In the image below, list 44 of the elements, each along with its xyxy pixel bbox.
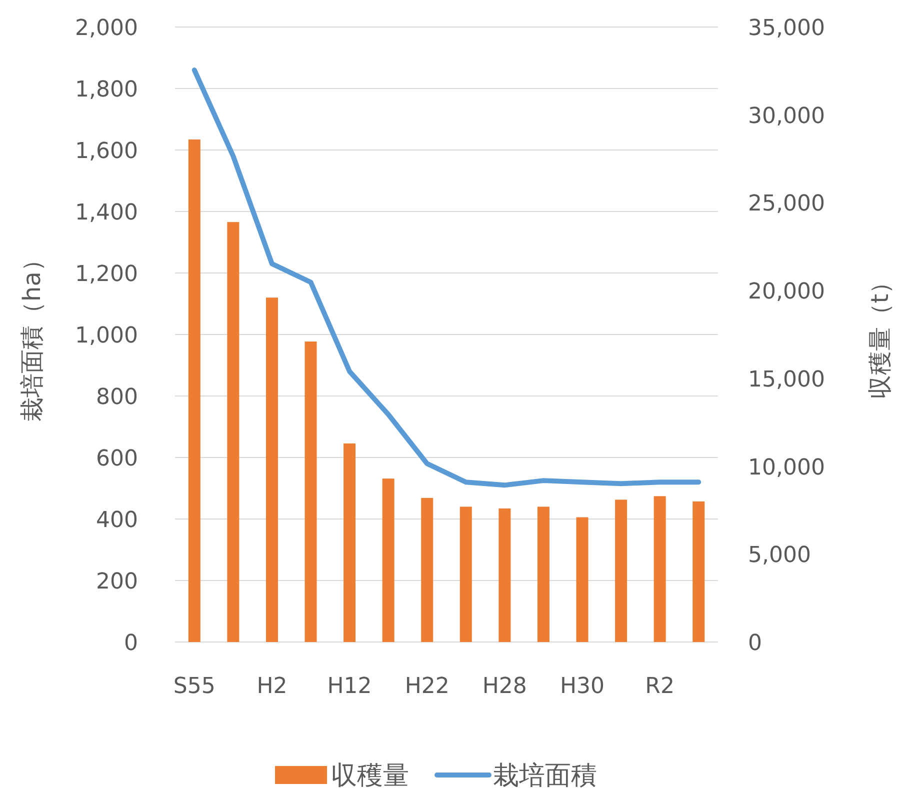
bar <box>421 498 434 642</box>
y-tick-label: 1,000 <box>75 324 138 348</box>
y-tick-label: 800 <box>96 385 138 410</box>
bar <box>537 506 550 642</box>
y-tick-label: 2,000 <box>75 16 138 41</box>
y2-tick-label: 10,000 <box>748 455 825 480</box>
y-tick-label: 1,800 <box>75 78 138 102</box>
bar <box>498 508 511 642</box>
y-axis-title: 栽培面積（ha） <box>18 248 46 422</box>
y2-tick-label: 0 <box>748 631 762 656</box>
y2-tick-label: 20,000 <box>748 280 825 305</box>
x-tick-label: H12 <box>327 674 372 699</box>
x-tick-label: H2 <box>256 674 288 699</box>
x-tick-label: H22 <box>404 674 450 699</box>
legend-label: 栽培面積 <box>493 761 597 789</box>
y-tick-label: 0 <box>124 631 138 656</box>
y-tick-label: 200 <box>96 570 138 594</box>
bar <box>266 298 278 642</box>
y-tick-label: 1,600 <box>75 139 138 164</box>
x-tick-label: S55 <box>173 674 216 699</box>
y-tick-label: 1,400 <box>75 200 138 226</box>
bar <box>382 478 394 642</box>
bar <box>304 342 317 642</box>
y-tick-label: 400 <box>96 508 138 533</box>
bar <box>344 443 356 642</box>
y2-tick-label: 35,000 <box>748 16 825 41</box>
x-tick-label: H30 <box>560 674 605 699</box>
y2-axis-title: 収穫量（t） <box>866 270 894 400</box>
bar <box>460 506 472 642</box>
bar <box>615 500 628 642</box>
y2-tick-label: 15,000 <box>748 367 825 392</box>
legend-label: 収穫量 <box>331 761 409 789</box>
x-tick-label: H28 <box>482 674 527 699</box>
y2-tick-label: 30,000 <box>748 104 825 129</box>
y-tick-label: 600 <box>96 446 138 472</box>
x-tick-label: R2 <box>645 674 674 699</box>
bar <box>654 496 666 642</box>
y-tick-label: 1,200 <box>75 262 138 287</box>
bar <box>692 501 705 642</box>
y2-tick-label: 25,000 <box>748 192 825 217</box>
bar <box>227 222 240 642</box>
y2-tick-label: 5,000 <box>748 543 811 568</box>
bar <box>188 139 200 642</box>
bar <box>576 517 588 642</box>
